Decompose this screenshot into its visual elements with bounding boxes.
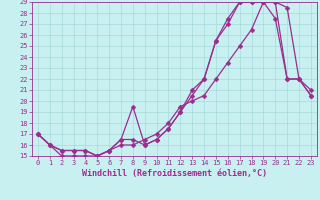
X-axis label: Windchill (Refroidissement éolien,°C): Windchill (Refroidissement éolien,°C) bbox=[82, 169, 267, 178]
